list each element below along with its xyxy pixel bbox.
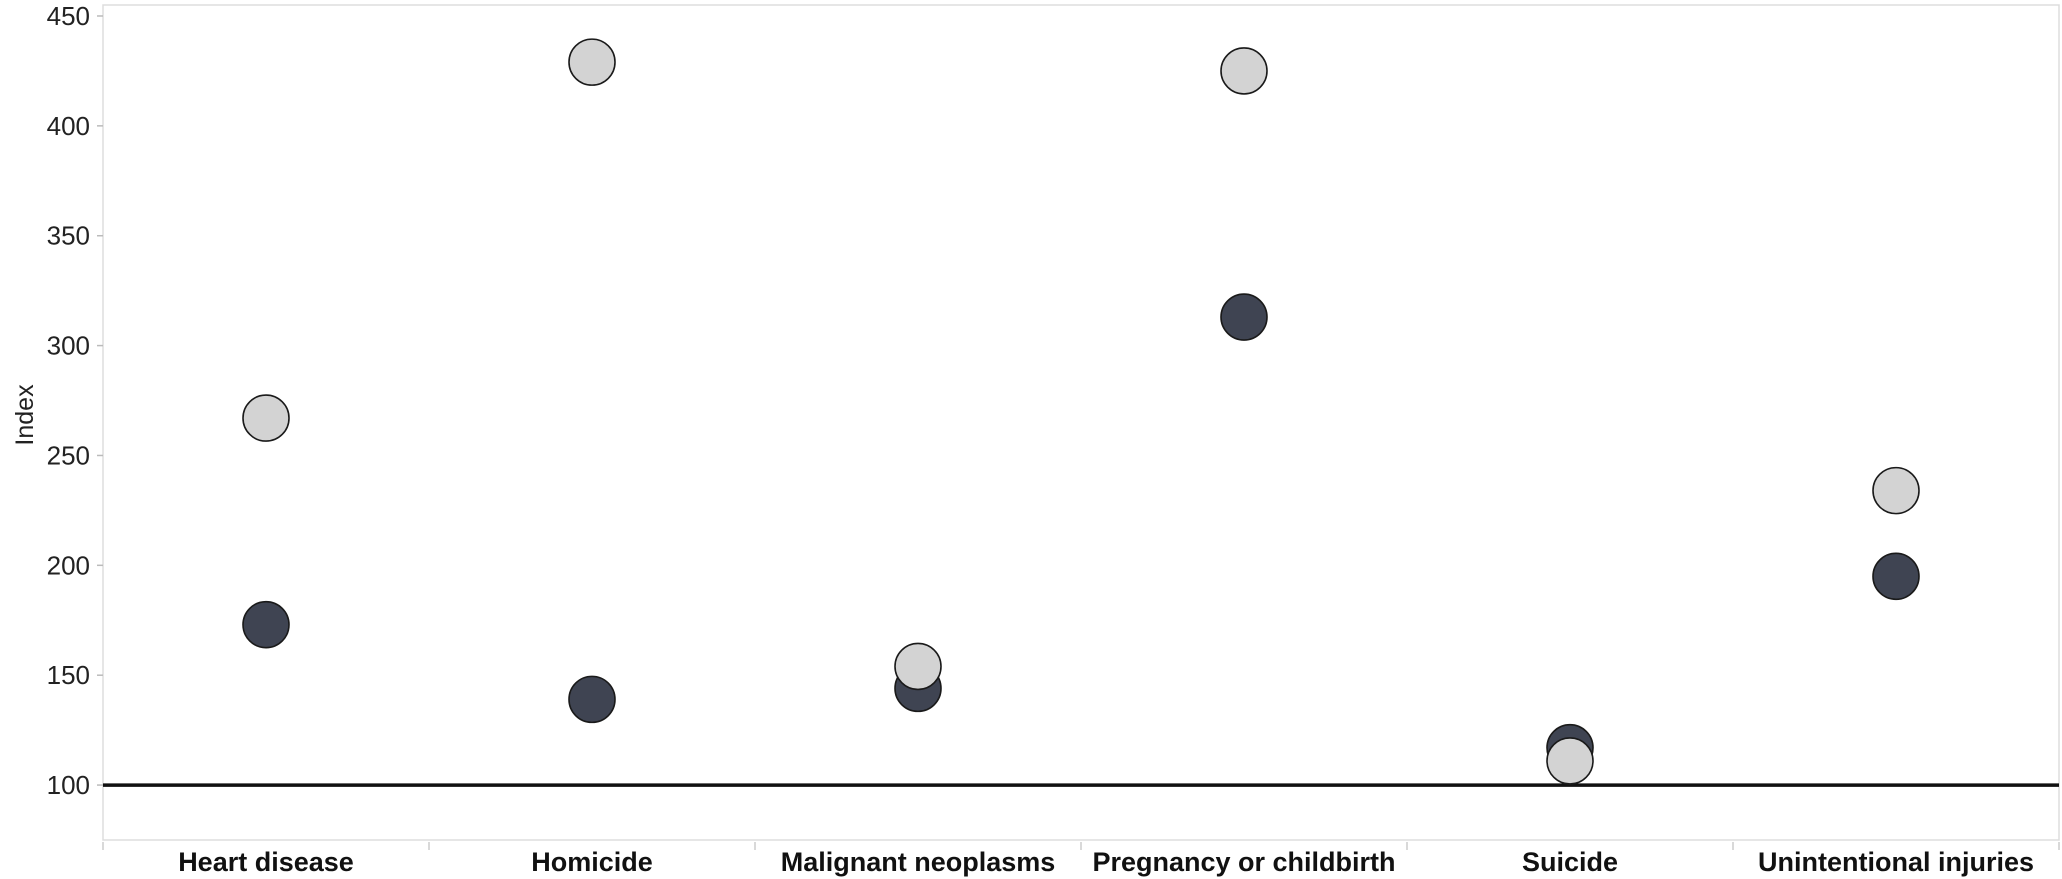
category-label: Pregnancy or childbirth xyxy=(1092,847,1395,877)
data-point xyxy=(1546,737,1594,785)
data-point xyxy=(1872,466,1920,515)
x-axis-categories: Heart disease Homicide Malignant neoplasms… xyxy=(102,842,2060,877)
y-tick-label: 200 xyxy=(47,550,90,580)
y-tick-label: 450 xyxy=(47,1,90,31)
data-point xyxy=(242,394,290,442)
data-point xyxy=(1872,552,1920,601)
plot-frame xyxy=(102,4,2060,841)
category-label: Unintentional injuries xyxy=(1758,847,2034,877)
data-point xyxy=(568,38,616,86)
y-axis-title: Index xyxy=(11,384,39,446)
y-axis-ticks: 100 150 200 250 300 350 400 450 xyxy=(47,1,103,800)
data-point xyxy=(568,675,616,724)
category-label: Malignant neoplasms xyxy=(781,847,1056,877)
y-tick-label: 100 xyxy=(47,770,90,800)
y-tick-label: 400 xyxy=(47,111,90,141)
category-label: Suicide xyxy=(1522,847,1618,877)
data-point xyxy=(242,600,290,649)
category-label: Heart disease xyxy=(178,847,354,877)
data-point xyxy=(1220,293,1268,341)
category-label: Homicide xyxy=(531,847,653,877)
data-point xyxy=(1220,47,1268,95)
y-tick-label: 300 xyxy=(47,331,90,361)
y-tick-label: 150 xyxy=(47,660,90,690)
data-points xyxy=(242,38,1920,785)
y-tick-label: 250 xyxy=(47,440,90,470)
data-point xyxy=(894,642,942,691)
y-tick-label: 350 xyxy=(47,221,90,251)
